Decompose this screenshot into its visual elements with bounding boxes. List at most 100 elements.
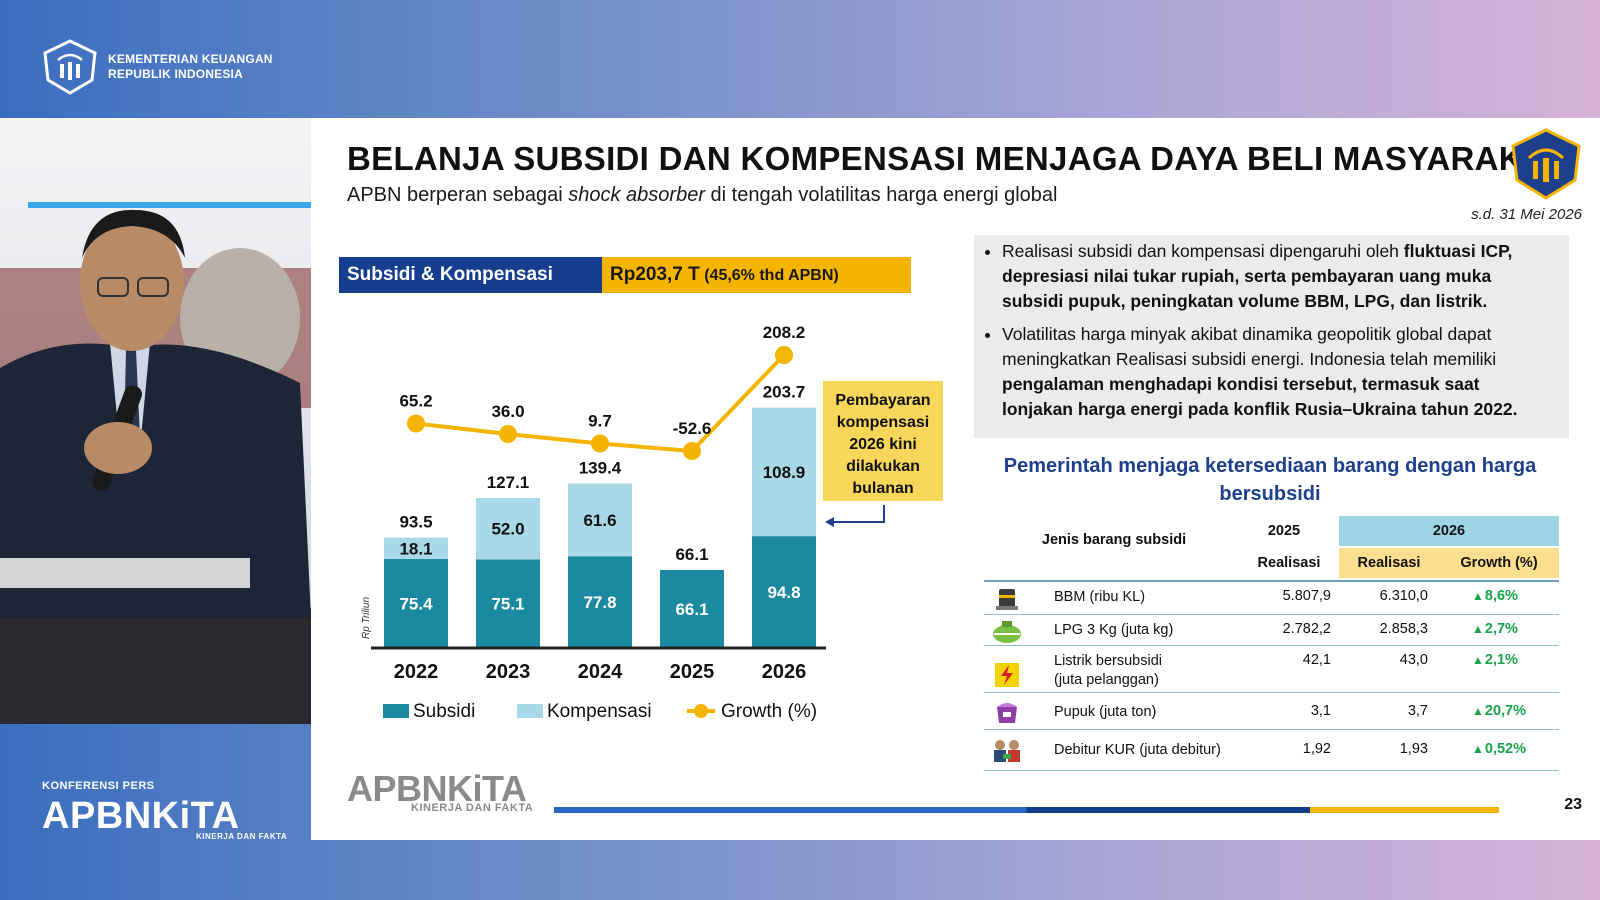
speaker-illustration [0,202,311,724]
row-name: LPG 3 Kg (juta kg) [1054,622,1174,638]
label-total: 139.4 [579,459,622,478]
row-realisasi-2025: 1,92 [1302,741,1331,757]
growth-point [775,346,793,364]
header-growth-2026: Growth (%) [1439,548,1559,578]
growth-label: 208.2 [763,323,806,342]
legend-label-growth: Growth (%) [721,701,817,722]
tick-label: 2026 [762,661,807,683]
label-subsidi: 94.8 [767,583,800,602]
legend-swatch-growth-dot [694,704,708,718]
org-name-line1: KEMENTERIAN KEUANGAN [108,52,273,66]
row-growth: 8,6% [1472,588,1518,604]
table-title: Pemerintah menjaga ketersediaan barang d… [1003,455,1537,505]
y-axis-label: Rp Triliun [361,597,372,639]
row-realisasi-2025: 2.782,2 [1282,621,1331,637]
row-realisasi-2026: 2.858,3 [1379,621,1428,637]
fuel-drum-icon [996,589,1018,610]
table-row: Listrik bersubsidi (juta pelanggan) 42,1… [984,646,1559,693]
label-kompensasi: 18.1 [399,539,432,558]
fertilizer-icon [997,703,1017,723]
slide-title: BELANJA SUBSIDI DAN KOMPENSASI MENJAGA D… [347,140,1566,177]
kemenkeu-emblem-icon [1511,128,1581,200]
konferensi-label: KONFERENSI PERS [42,780,155,792]
label-total: 203.7 [763,383,806,402]
chart-header-label: Subsidi & Kompensasi [339,257,602,293]
chart-header-share: (45,6% thd APBN) [699,267,839,284]
chart-header-value: Rp203,7 T (45,6% thd APBN) [602,257,911,293]
annotation-line: dilakukan [846,458,920,475]
label-kompensasi: 52.0 [491,520,524,539]
label-subsidi: 77.8 [583,593,616,612]
label-subsidi: 75.1 [491,595,524,614]
note2-bold: pengalaman menghadapi kondisi tersebut, … [1002,374,1518,419]
ministry-branding: KEMENTERIAN KEUANGAN REPUBLIK INDONESIA [40,38,273,96]
bar-kompensasi [752,407,816,537]
bar-kompensasi [568,483,632,557]
row-growth: 2,1% [1472,652,1518,668]
row-growth: 20,7% [1472,703,1526,719]
row-realisasi-2026: 43,0 [1399,652,1428,668]
tick-label: 2024 [578,661,623,683]
header-year-2026: 2026 [1339,516,1559,546]
label-total: 127.1 [487,473,530,492]
table-row: Pupuk (juta ton) 3,1 3,7 20,7% [984,693,1559,730]
apbnkita-logo: APBNKiTA [42,795,240,837]
tick-label: 2023 [486,661,531,683]
label-subsidi: 66.1 [675,600,708,619]
row-realisasi-2026: 6.310,0 [1379,588,1428,604]
row-realisasi-2025: 5.807,9 [1282,588,1331,604]
annotation-line: Pembayaran [835,392,930,409]
subtitle-part1: APBN berperan sebagai [347,184,569,206]
bar-kompensasi [476,498,540,560]
legend-label-kompensasi: Kompensasi [547,701,652,722]
growth-point [407,414,425,433]
annotation-arrow [833,505,885,523]
table-row: LPG 3 Kg (juta kg) 2.782,2 2.858,3 2,7% [984,615,1559,646]
row-realisasi-2025: 3,1 [1310,703,1331,719]
row-realisasi-2026: 1,93 [1399,741,1428,757]
slide-subtitle: APBN berperan sebagai shock absorber di … [347,184,1057,207]
note2-text: Volatilitas harga minyak akibat dinamika… [1002,324,1497,369]
annotation-box [823,381,943,501]
tick-label: 2025 [670,661,715,683]
footer-tagline: KINERJA DAN FAKTA [411,802,534,814]
row-growth: 0,52% [1472,741,1526,757]
header-realisasi-2026: Realisasi [1339,548,1439,578]
lpg-tank-icon [993,621,1021,643]
legend-swatch-subsidi [383,704,409,718]
growth-point [683,442,701,460]
bar-subsidi [568,556,632,648]
row-growth: 2,7% [1472,621,1518,637]
row-name: BBM (ribu KL) [1054,589,1146,605]
legend-label-subsidi: Subsidi [413,701,475,722]
header-realisasi-2025: Realisasi [1257,555,1321,571]
subtitle-part2: di tengah volatilitas harga energi globa… [705,184,1058,206]
label-kompensasi: 108.9 [763,463,806,482]
chart-header-total: Rp203,7 T [610,264,700,285]
growth-label: 36.0 [491,402,524,421]
page-number: 23 [1564,796,1582,813]
table-row: BBM (ribu KL) 5.807,9 6.310,0 8,6% [984,582,1559,615]
subtitle-emphasis: shock absorber [568,184,705,206]
header-divider [984,580,1559,582]
annotation-line: kompensasi [837,414,929,431]
bar-kompensasi [384,537,448,560]
annotation-line: 2026 kini [849,436,917,453]
header-year-2025: 2025 [1267,523,1301,539]
growth-label: 65.2 [399,391,432,410]
ministry-emblem-icon [43,39,97,95]
label-total: 66.1 [675,545,708,564]
bar-subsidi [660,570,724,648]
row-name: Debitur KUR (juta debitur) [1054,742,1221,758]
note1-bold: fluktuasi ICP, depresiasi nilai tukar ru… [1002,241,1513,311]
row-name: Listrik bersubsidi (juta pelanggan) [1054,653,1162,688]
annotation-arrowhead [825,517,834,527]
label-kompensasi: 61.6 [583,511,616,530]
tick-label: 2022 [394,661,439,683]
speaker-video-feed [0,118,311,724]
footer-color-bar [554,807,1499,813]
bar-subsidi [752,536,816,648]
growth-label: -52.6 [673,419,712,438]
growth-point [591,434,609,453]
apbnkita-tagline: KINERJA DAN FAKTA [196,832,288,841]
